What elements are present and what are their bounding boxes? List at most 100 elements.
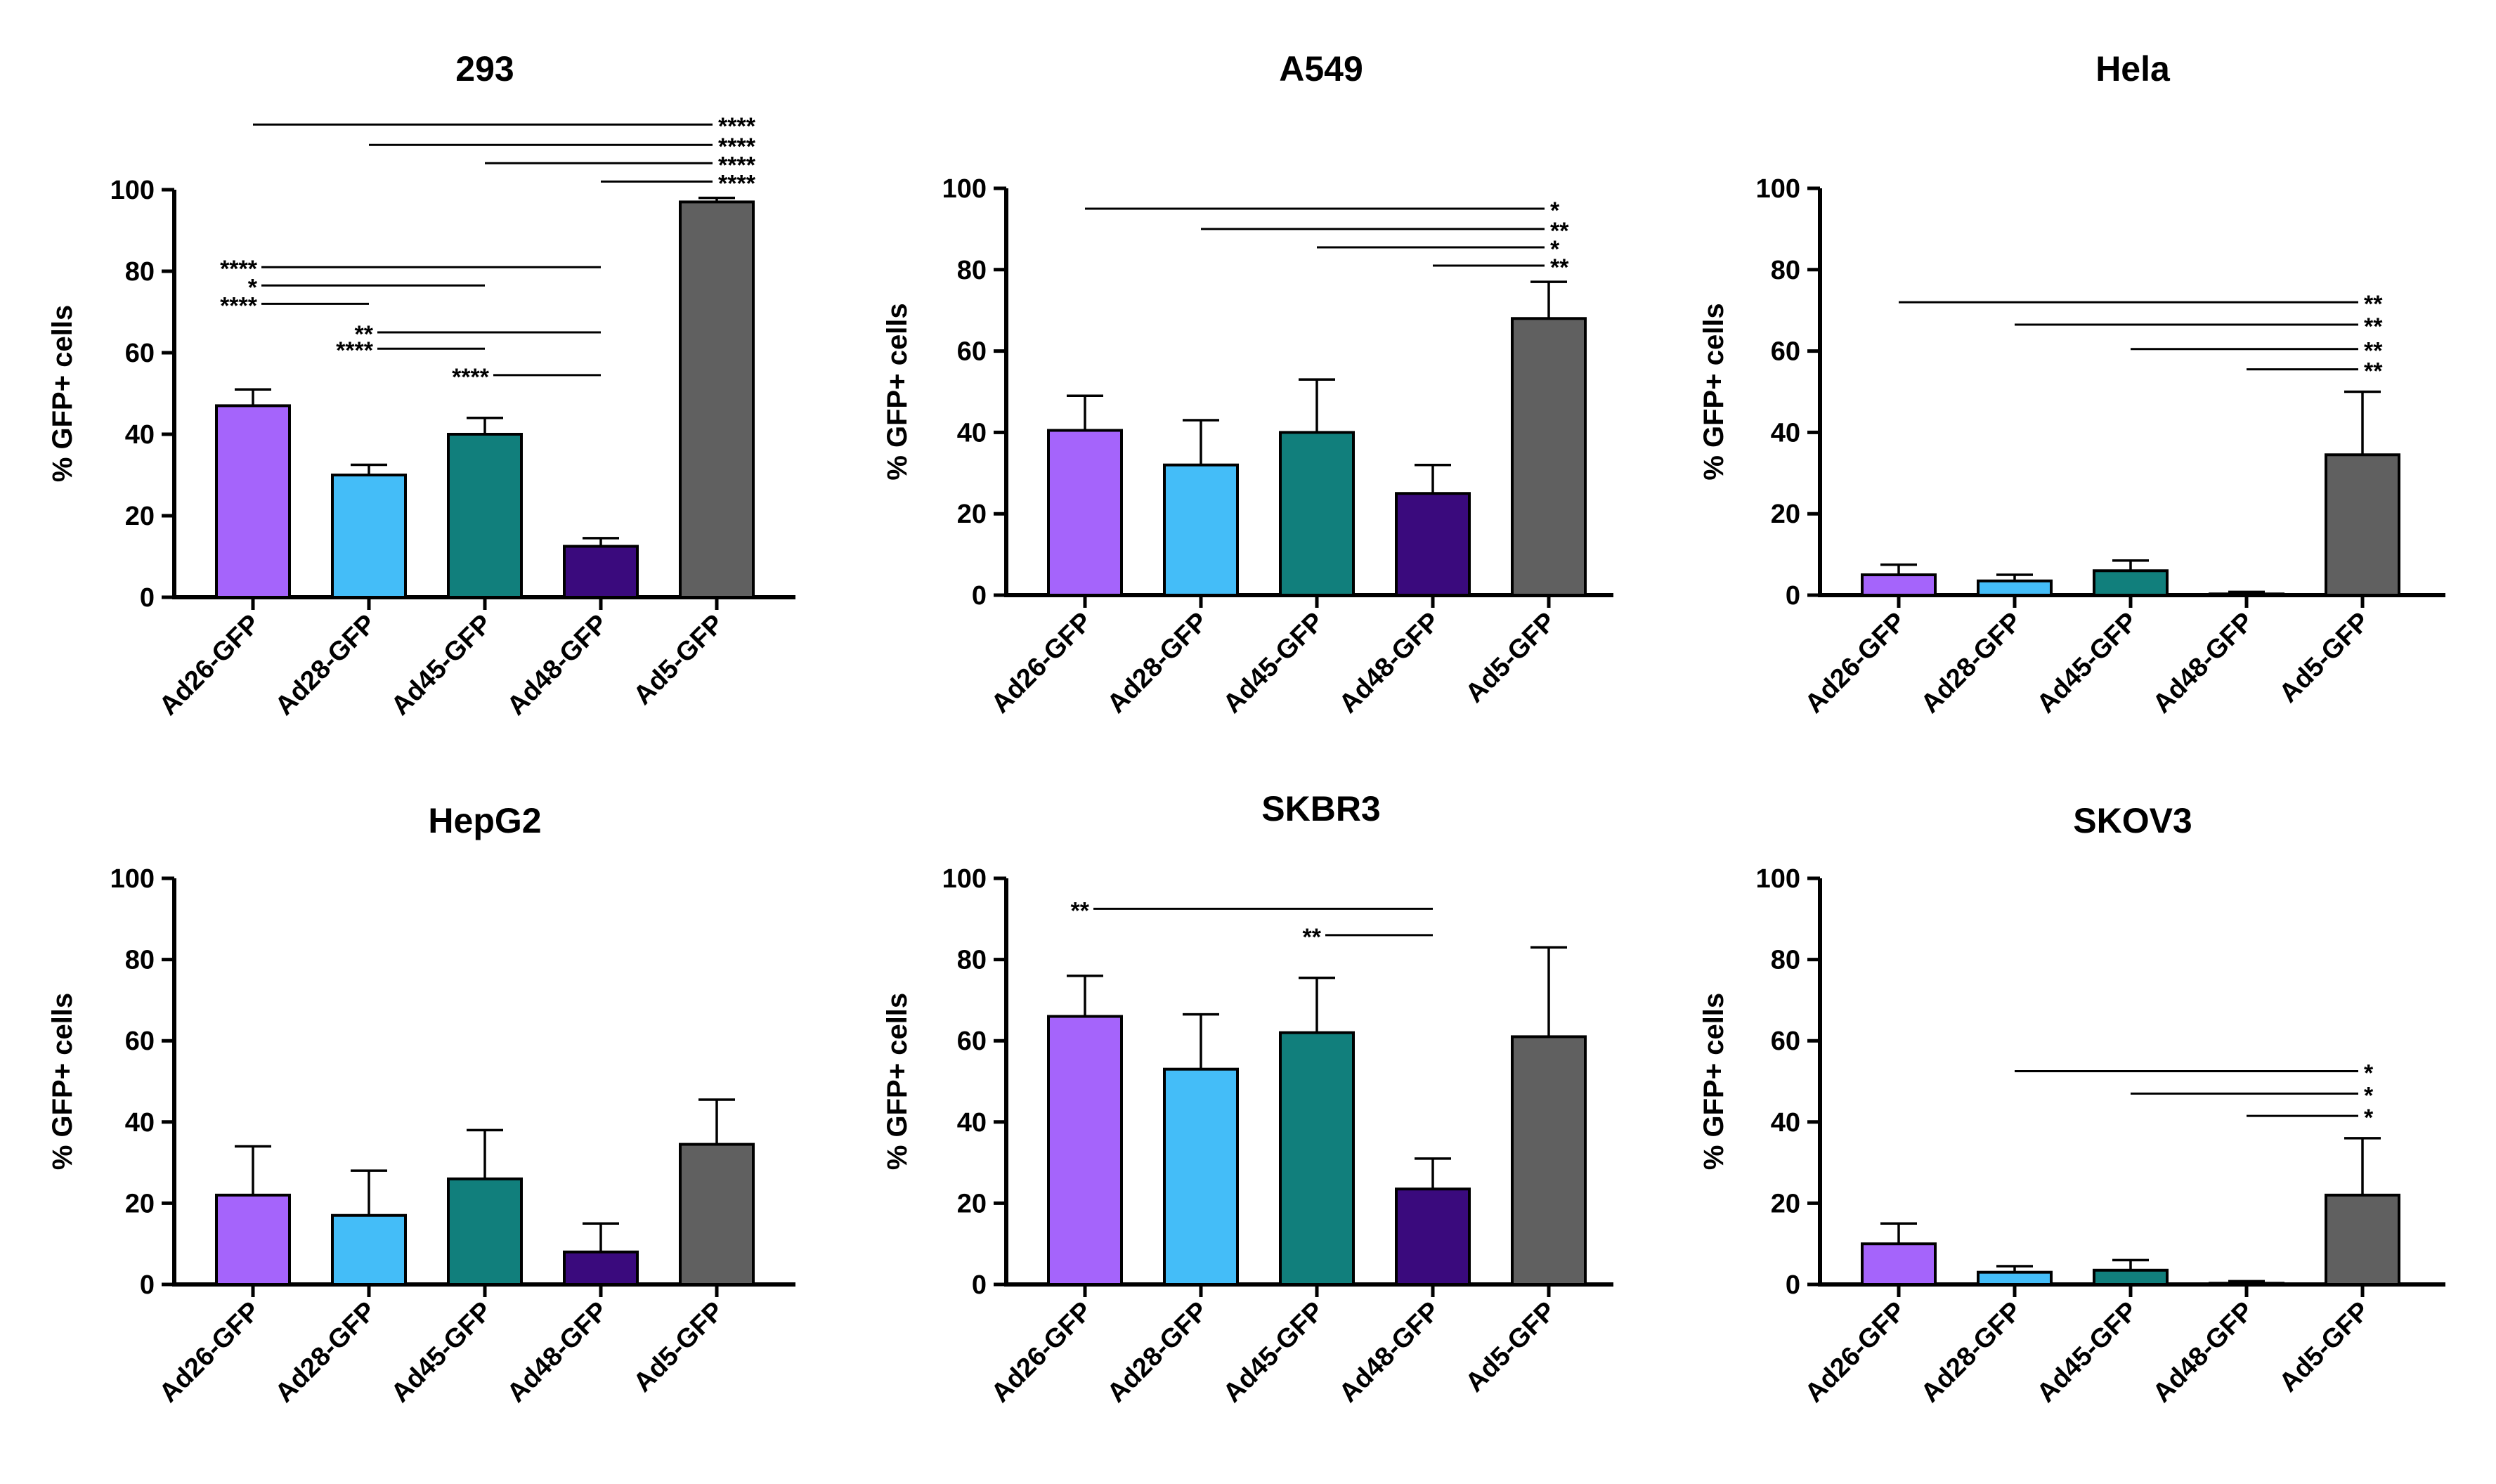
chart-panel-a549: A549 % GFP+ cells 0 20 40 60 80 100 Ad26-GFP Ad28…	[882, 49, 1613, 719]
chart-title: HepG2	[428, 801, 541, 840]
x-tick-label: Ad26-GFP	[986, 607, 1098, 720]
bar-ad48-gfp	[563, 545, 639, 599]
x-tick-label: Ad48-GFP	[502, 1296, 614, 1409]
x-tick-label: Ad45-GFP	[386, 1296, 498, 1409]
bar-ad5-gfp	[2325, 1193, 2400, 1286]
y-tick-label: 80	[125, 946, 155, 975]
y-tick-label: 0	[140, 1270, 155, 1300]
x-tick-label: Ad26-GFP	[1800, 607, 1912, 720]
chart-panel-hela: Hela % GFP+ cells 0 20 40 60 80 100 Ad26-GFP Ad28…	[1698, 49, 2445, 719]
chart-title: SKBR3	[1261, 789, 1380, 828]
significance-label: ****	[336, 337, 374, 364]
x-tick-label: Ad48-GFP	[1334, 1296, 1446, 1409]
significance-label: ****	[220, 292, 258, 319]
bar-ad26-gfp	[1047, 1015, 1123, 1287]
x-tick-label: Ad48-GFP	[1334, 607, 1446, 720]
significance-label: ****	[718, 152, 756, 178]
y-tick-label: 60	[125, 339, 155, 368]
y-tick-label: 20	[1771, 500, 1800, 529]
bar-ad5-gfp	[1511, 1035, 1587, 1287]
x-tick-label: Ad5-GFP	[1460, 607, 1562, 709]
x-tick-label: Ad45-GFP	[2032, 607, 2144, 720]
significance-label: *	[1550, 236, 1560, 263]
bar-ad26-gfp	[1047, 429, 1123, 597]
y-tick-label: 60	[1771, 337, 1800, 367]
significance-label: **	[1550, 218, 1569, 245]
x-tick-label: Ad5-GFP	[628, 609, 730, 711]
x-tick-label: Ad48-GFP	[2147, 1296, 2260, 1409]
y-axis-label: % GFP+ cells	[1698, 993, 1729, 1170]
y-axis-label: % GFP+ cells	[882, 993, 913, 1170]
y-tick-label: 100	[1756, 174, 1800, 204]
significance-label: *	[2364, 1105, 2374, 1131]
bar-ad28-gfp	[1977, 579, 2053, 597]
y-axis-label: % GFP+ cells	[47, 993, 78, 1170]
chart-title: SKOV3	[2073, 801, 2192, 840]
y-tick-label: 20	[957, 1189, 987, 1218]
y-tick-label: 100	[1756, 864, 1800, 894]
chart-panel-skbr3: SKBR3 % GFP+ cells 0 20 40 60 80 100 Ad26-GFP Ad2…	[882, 789, 1613, 1408]
x-tick-label: Ad26-GFP	[154, 1296, 266, 1409]
bar-ad5-gfp	[679, 1143, 755, 1286]
bar-ad48-gfp	[2209, 1282, 2284, 1286]
bar-ad45-gfp	[447, 1177, 523, 1286]
x-tick-label: Ad28-GFP	[270, 609, 382, 722]
significance-label: ****	[452, 364, 490, 391]
y-tick-label: 40	[125, 420, 155, 450]
bar-ad48-gfp	[1395, 492, 1471, 597]
y-tick-label: 40	[1771, 1108, 1800, 1138]
bar-ad5-gfp	[2325, 453, 2400, 597]
bar-ad45-gfp	[1279, 431, 1355, 597]
y-tick-label: 80	[957, 256, 987, 285]
x-tick-label: Ad5-GFP	[1460, 1296, 1562, 1398]
bar-ad28-gfp	[1163, 463, 1239, 597]
bar-ad5-gfp	[1511, 317, 1587, 597]
y-tick-label: 80	[1771, 256, 1800, 285]
significance-label: **	[2364, 338, 2383, 365]
chart-panel-skov3: SKOV3 % GFP+ cells 0 20 40 60 80 100 Ad26-GFP Ad2…	[1698, 801, 2445, 1408]
bar-ad5-gfp	[679, 200, 755, 599]
x-tick-label: Ad5-GFP	[2274, 1296, 2376, 1398]
y-tick-label: 60	[957, 337, 987, 367]
significance-label: **	[1550, 254, 1569, 281]
y-tick-label: 100	[110, 864, 155, 894]
y-tick-label: 0	[972, 581, 987, 611]
x-tick-label: Ad26-GFP	[154, 609, 266, 722]
significance-label: **	[1071, 897, 1090, 924]
significance-label: *	[1550, 197, 1560, 224]
bar-ad28-gfp	[1977, 1270, 2053, 1287]
significance-label: *	[2364, 1060, 2374, 1087]
bar-ad45-gfp	[447, 433, 523, 599]
x-tick-label: Ad48-GFP	[2147, 607, 2260, 720]
x-tick-label: Ad26-GFP	[986, 1296, 1098, 1409]
y-tick-label: 20	[1771, 1189, 1800, 1218]
y-tick-label: 80	[1771, 946, 1800, 975]
y-tick-label: 0	[1786, 581, 1800, 611]
x-tick-label: Ad28-GFP	[1916, 607, 2028, 720]
bar-ad48-gfp	[563, 1250, 639, 1287]
y-tick-label: 100	[942, 174, 987, 204]
y-axis-label: % GFP+ cells	[1698, 303, 1729, 480]
chart-title: A549	[1279, 49, 1363, 89]
y-tick-label: 80	[125, 257, 155, 287]
x-tick-label: Ad28-GFP	[1102, 1296, 1214, 1409]
y-tick-label: 40	[957, 1108, 987, 1138]
y-tick-label: 20	[957, 500, 987, 529]
y-axis-label: % GFP+ cells	[882, 303, 913, 480]
y-tick-label: 40	[1771, 418, 1800, 448]
x-tick-label: Ad28-GFP	[1916, 1296, 2028, 1409]
bar-ad45-gfp	[2093, 569, 2169, 597]
y-tick-label: 60	[1771, 1027, 1800, 1056]
bar-ad48-gfp	[2209, 592, 2284, 597]
y-tick-label: 20	[125, 1189, 155, 1218]
y-tick-label: 60	[125, 1027, 155, 1056]
y-tick-label: 0	[972, 1270, 987, 1300]
x-tick-label: Ad45-GFP	[386, 609, 498, 722]
y-tick-label: 60	[957, 1027, 987, 1056]
significance-label: ****	[220, 256, 258, 282]
y-tick-label: 0	[140, 583, 155, 613]
x-tick-label: Ad45-GFP	[1218, 1296, 1330, 1409]
bar-ad26-gfp	[1861, 573, 1937, 597]
significance-label: **	[2364, 358, 2383, 385]
bar-ad26-gfp	[1861, 1242, 1937, 1286]
